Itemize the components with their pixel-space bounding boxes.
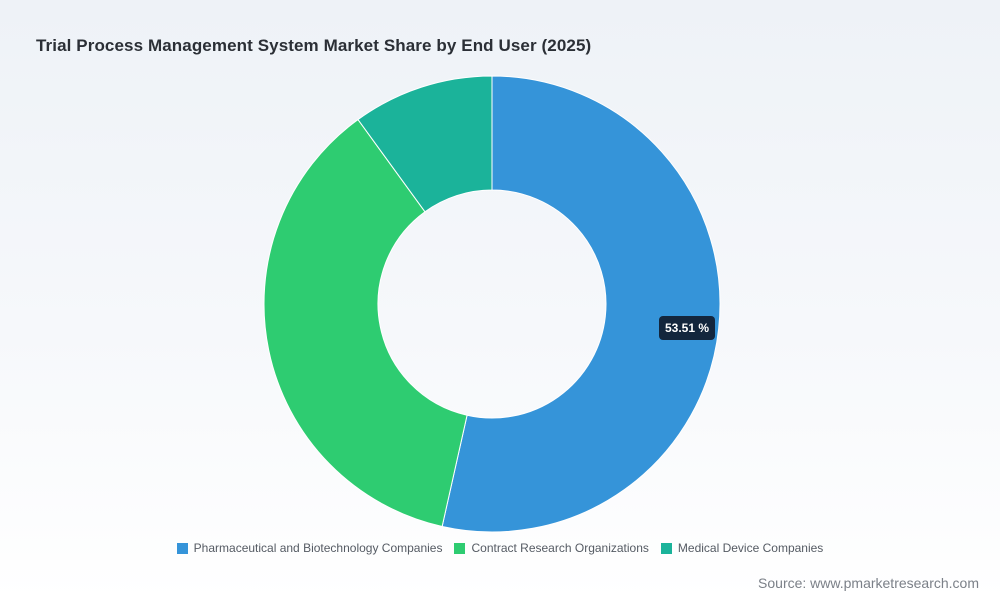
legend-swatch (176, 542, 188, 554)
legend-item-pharma[interactable]: Pharmaceutical and Biotechnology Compani… (176, 541, 443, 555)
donut-slice-1[interactable] (441, 75, 721, 533)
legend-item-cro[interactable]: Contract Research Organizations (454, 541, 649, 555)
legend-label: Contract Research Organizations (471, 541, 649, 555)
data-label-pharma: 53.51 % (659, 316, 715, 340)
legend-item-medical-device[interactable]: Medical Device Companies (660, 541, 824, 555)
legend-label: Medical Device Companies (677, 541, 824, 555)
legend-swatch (454, 542, 466, 554)
legend-swatch (660, 542, 672, 554)
chart-legend: Pharmaceutical and Biotechnology Compani… (0, 541, 1000, 555)
donut-slice-2[interactable] (263, 118, 468, 528)
chart-title: Trial Process Management System Market S… (36, 36, 592, 55)
data-label-background (659, 316, 715, 340)
legend-label: Pharmaceutical and Biotechnology Compani… (193, 541, 443, 555)
source-note: Source: www.pmarketresearch.com (758, 575, 979, 591)
data-label-text: 53.51 % (665, 321, 709, 335)
donut-slice-3[interactable] (357, 75, 493, 213)
